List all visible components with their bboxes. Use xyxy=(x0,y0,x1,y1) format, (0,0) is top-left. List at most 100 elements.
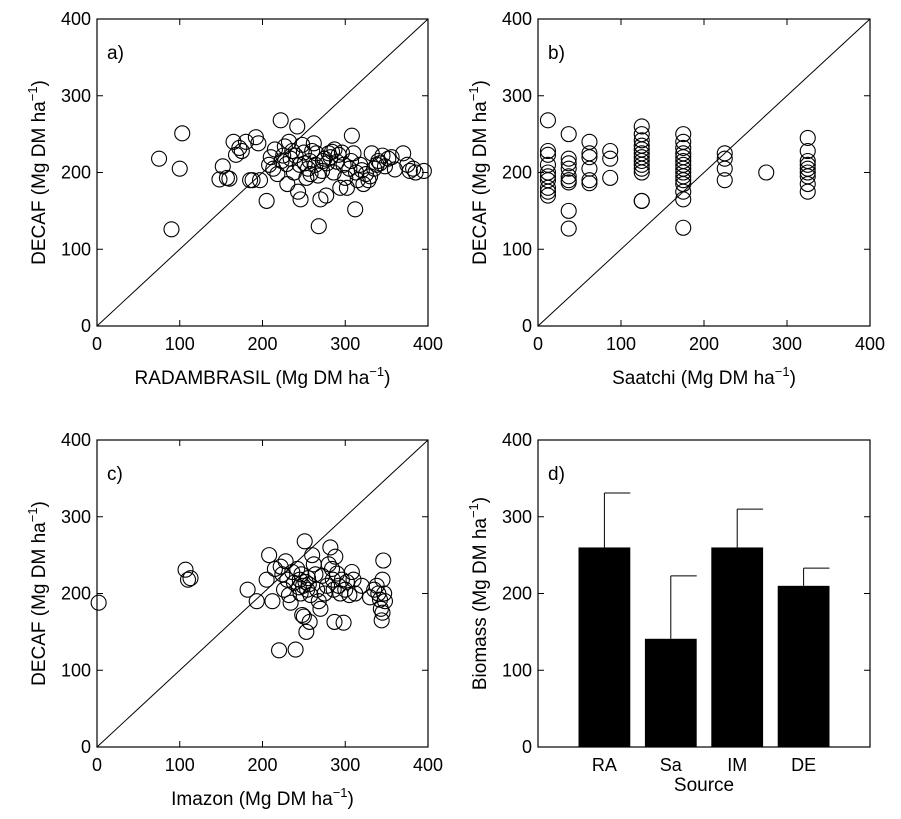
panel-a-point xyxy=(298,169,315,186)
panel-d-ylabel-exponent: −1 xyxy=(466,503,481,518)
panel-c-point xyxy=(248,593,265,610)
panel-b-point xyxy=(675,126,692,143)
panel-d-ytick-label: 100 xyxy=(502,660,532,680)
bar-DE xyxy=(777,585,830,747)
panel-a-point xyxy=(376,158,394,175)
panel-a-point xyxy=(225,133,242,150)
panel-c-point xyxy=(280,586,298,604)
panel-a-point xyxy=(302,165,319,183)
panel-a-point xyxy=(401,162,418,180)
panel-c-point xyxy=(376,593,394,610)
panel-b-point xyxy=(758,164,775,181)
panel-d-ytick-label: 0 xyxy=(522,737,532,757)
panel-b-point xyxy=(581,160,598,177)
panel-b-point xyxy=(716,172,733,189)
panel-a-point xyxy=(295,144,312,161)
panel-a-point xyxy=(262,149,279,166)
panel-c-point xyxy=(322,539,339,556)
panel-b-ylabel: DECAF (Mg DM ha−1) xyxy=(466,80,491,265)
panel-b-point xyxy=(633,132,650,149)
panel-a-point xyxy=(258,192,275,209)
panel-b-point xyxy=(539,168,557,185)
panel-b-xtick-label: 100 xyxy=(606,334,636,354)
panel-c-point xyxy=(287,641,304,658)
panel-d-xlabel: Source xyxy=(674,775,734,796)
panel-a-xtick-label: 200 xyxy=(247,334,277,354)
panel-c-point xyxy=(296,533,313,550)
panel-c-point xyxy=(258,571,275,588)
panel-c-point xyxy=(316,585,333,602)
panel-a-point xyxy=(305,135,322,152)
panel-b-xtick-label: 200 xyxy=(689,334,719,354)
panel-a-point xyxy=(174,125,191,142)
panel-b-point xyxy=(539,146,557,163)
panel-c-xlabel-text: Imazon (Mg DM ha xyxy=(171,789,333,810)
panel-a-ylabel-close-paren: ) xyxy=(29,80,50,86)
panel-c-ytick-label: 0 xyxy=(81,737,91,757)
panel-a-point xyxy=(370,152,387,170)
panel-b-point xyxy=(560,168,577,185)
panel-a-ytick-label: 0 xyxy=(81,316,91,336)
panel-a-point xyxy=(280,133,298,150)
panel-b: 0 100 200 300 400 0 100 200 300 400 Saatchi (Mg DM… xyxy=(466,9,885,389)
panel-c-point xyxy=(272,558,289,575)
panel-a-point xyxy=(309,167,326,184)
panel-c-ytick-label: 100 xyxy=(61,660,91,680)
panel-a-point xyxy=(405,160,422,177)
panel-c-ytick-label: 300 xyxy=(61,507,91,527)
panel-a-point xyxy=(275,147,292,164)
panel-a-point xyxy=(289,118,306,135)
panel-a-xtick-label: 100 xyxy=(165,334,195,354)
panel-b-point xyxy=(539,183,557,200)
panel-a-ytick-label: 100 xyxy=(61,239,91,259)
panel-a-xlabel-text: RADAMBRASIL (Mg DM ha xyxy=(135,368,370,389)
panel-d-ylabel-close-paren: ) xyxy=(470,497,491,503)
panel-a-point xyxy=(342,152,360,170)
panel-d-xtick-label: IM xyxy=(727,755,747,775)
panel-a-point xyxy=(343,127,360,144)
panel-b-point xyxy=(675,219,692,236)
panel-a-ytick-label: 300 xyxy=(61,86,91,106)
panel-b-point xyxy=(675,191,692,208)
panel-a-point xyxy=(231,139,248,156)
panel-c-label: c) xyxy=(107,464,123,485)
panel-a-point xyxy=(269,165,286,183)
panel-a-point xyxy=(211,171,228,188)
panel-a-point xyxy=(332,179,349,196)
panel-a-point xyxy=(227,146,245,163)
panel-a-point xyxy=(347,201,364,218)
bar-Sa xyxy=(644,638,697,747)
panel-c-xtick-label: 400 xyxy=(413,755,443,775)
panel-c-point xyxy=(179,571,197,588)
panel-c-point xyxy=(298,623,315,640)
panel-b-xlabel-text: Saatchi (Mg DM ha xyxy=(612,368,775,389)
panel-a-point xyxy=(272,112,289,129)
panel-b-point xyxy=(799,142,816,160)
panel-c-point xyxy=(90,594,107,611)
panel-b-point xyxy=(799,183,816,200)
panel-c-point xyxy=(289,560,306,577)
panel-a-point xyxy=(171,160,188,177)
panel-a-ylabel: DECAF (Mg DM ha−1) xyxy=(25,80,50,265)
panel-c-xlabel-exponent: −1 xyxy=(333,785,348,800)
panel-c-point xyxy=(299,570,317,587)
panel-c-xlabel: Imazon (Mg DM ha−1) xyxy=(171,785,354,810)
panel-a-point xyxy=(294,136,311,153)
panel-b-point xyxy=(675,183,692,200)
panel-c: 0 100 200 300 400 0 100 200 300 400 Imazon (Mg DM … xyxy=(25,430,443,810)
panel-b-point xyxy=(560,155,577,172)
panel-c-point xyxy=(374,604,391,621)
panel-b-point xyxy=(633,152,650,170)
bar-IM xyxy=(711,547,764,747)
panel-a-point xyxy=(151,150,168,167)
panel-d-ytick-label: 300 xyxy=(502,507,532,527)
panel-c-point xyxy=(366,581,383,598)
panel-b-one-to-one-line xyxy=(537,18,871,327)
panel-a-xlabel: RADAMBRASIL (Mg DM ha−1) xyxy=(135,364,391,389)
bar-RA xyxy=(578,547,631,747)
panel-b-point xyxy=(633,164,650,181)
panel-b-point xyxy=(560,202,577,219)
panel-a-xlabel-close-paren: ) xyxy=(384,368,390,389)
panel-a-ylabel-text: DECAF (Mg DM ha xyxy=(29,101,50,265)
panel-b-ytick-label: 300 xyxy=(502,86,532,106)
